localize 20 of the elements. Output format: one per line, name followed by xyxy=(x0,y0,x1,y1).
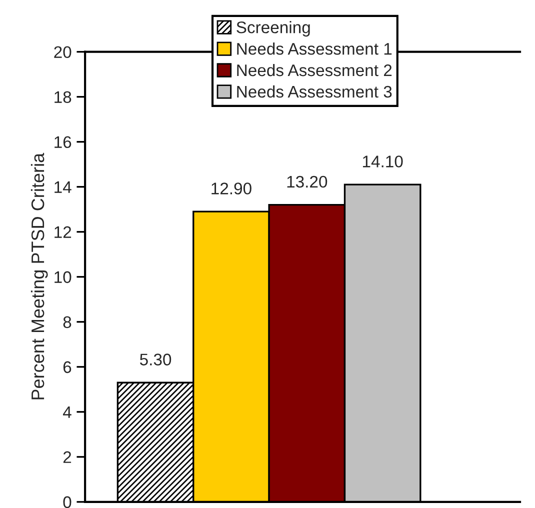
y-tick-label: 12 xyxy=(54,226,72,238)
data-label: 13.20 xyxy=(287,176,328,188)
data-label: 5.30 xyxy=(140,354,172,366)
y-tick-label: 6 xyxy=(63,361,72,374)
y-tick-label: 8 xyxy=(63,316,72,328)
y-tick-label: 4 xyxy=(62,406,72,418)
legend-label: Screening xyxy=(236,21,310,37)
y-tick-label: 0 xyxy=(63,496,72,508)
y-tick-label: 10 xyxy=(54,271,72,284)
y-axis-title: Percent Meeting PTSD Criteria xyxy=(30,152,48,400)
data-label: 14.10 xyxy=(362,156,403,168)
y-tick-label: 20 xyxy=(54,46,72,58)
data-label: 12.90 xyxy=(212,182,252,194)
y-tick-label: 2 xyxy=(63,451,72,463)
legend-label: Needs Assessment 2 xyxy=(237,64,392,76)
y-tick-label: 14 xyxy=(54,181,72,193)
y-tick-label: 16 xyxy=(54,136,72,148)
y-tick-label: 18 xyxy=(54,91,72,104)
legend-label: Needs Assessment 3 xyxy=(237,85,392,98)
legend-label: Needs Assessment 1 xyxy=(237,42,392,55)
